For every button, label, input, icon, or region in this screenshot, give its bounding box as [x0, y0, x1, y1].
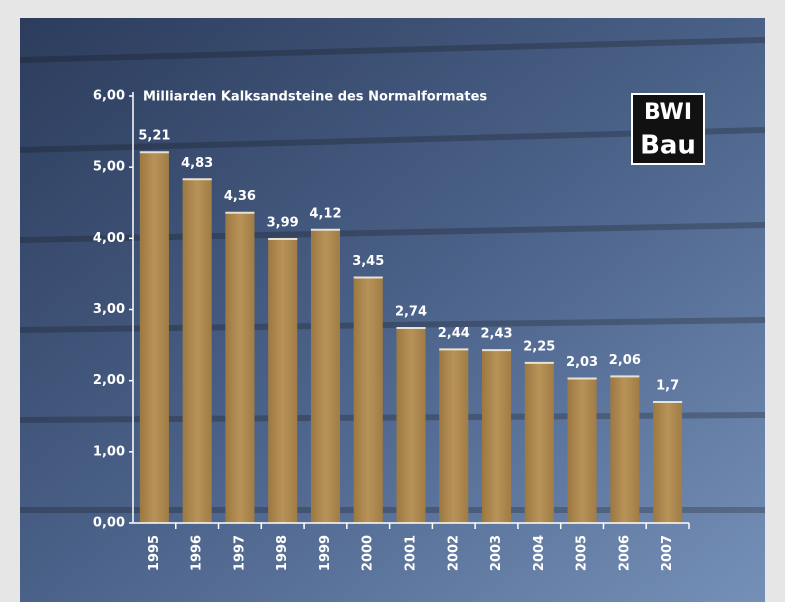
x-tick-label: 2000 [361, 535, 376, 571]
bar [567, 378, 597, 523]
value-label: 3,45 [352, 254, 384, 269]
bar [310, 229, 341, 523]
y-tick-label: 1,00 [93, 444, 125, 459]
x-tick-label: 2001 [404, 535, 419, 571]
bar [268, 239, 298, 524]
bar [396, 328, 426, 523]
x-tick-label: 1995 [147, 535, 162, 571]
x-tick-label: 2007 [660, 535, 675, 571]
value-label: 2,25 [523, 339, 555, 354]
chart-title: Milliarden Kalksandsteine des Normalform… [143, 90, 487, 105]
bar [481, 350, 512, 523]
x-tick-label: 2002 [446, 535, 461, 571]
value-label: 4,36 [224, 189, 256, 204]
x-tick-label: 1998 [275, 535, 290, 571]
logo-box [631, 93, 705, 165]
value-label: 5,21 [138, 129, 170, 144]
value-label: 2,43 [480, 327, 512, 342]
y-tick-label: 5,00 [93, 160, 125, 175]
x-tick-label: 2003 [489, 535, 504, 571]
x-tick-label: 1996 [190, 535, 205, 571]
bar [653, 402, 683, 523]
y-tick-label: 6,00 [93, 89, 125, 104]
x-tick-label: 1999 [318, 535, 333, 571]
bar [610, 376, 640, 523]
x-tick-label: 1997 [232, 535, 247, 571]
y-tick-label: 3,00 [93, 302, 125, 317]
bar [182, 179, 212, 523]
value-label: 3,99 [267, 216, 299, 231]
value-label: 2,03 [566, 355, 598, 370]
value-label: 2,06 [609, 353, 641, 368]
value-label: 1,7 [656, 379, 679, 394]
x-tick-label: 2004 [532, 535, 547, 571]
x-tick-label: 2006 [617, 535, 632, 571]
y-tick-label: 2,00 [93, 373, 125, 388]
logo-text: Bau [640, 131, 696, 161]
value-label: 2,74 [395, 305, 427, 320]
bar [524, 362, 554, 523]
y-tick-label: 0,00 [93, 516, 125, 531]
value-label: 2,44 [438, 326, 470, 341]
y-tick-label: 4,00 [93, 231, 125, 246]
bar [225, 212, 255, 524]
x-tick-label: 2005 [575, 535, 590, 571]
value-label: 4,12 [309, 206, 341, 221]
bar [439, 349, 469, 523]
bar [353, 277, 383, 523]
value-label: 4,83 [181, 156, 213, 171]
logo-text: BWI [644, 100, 692, 125]
bar [139, 152, 169, 523]
